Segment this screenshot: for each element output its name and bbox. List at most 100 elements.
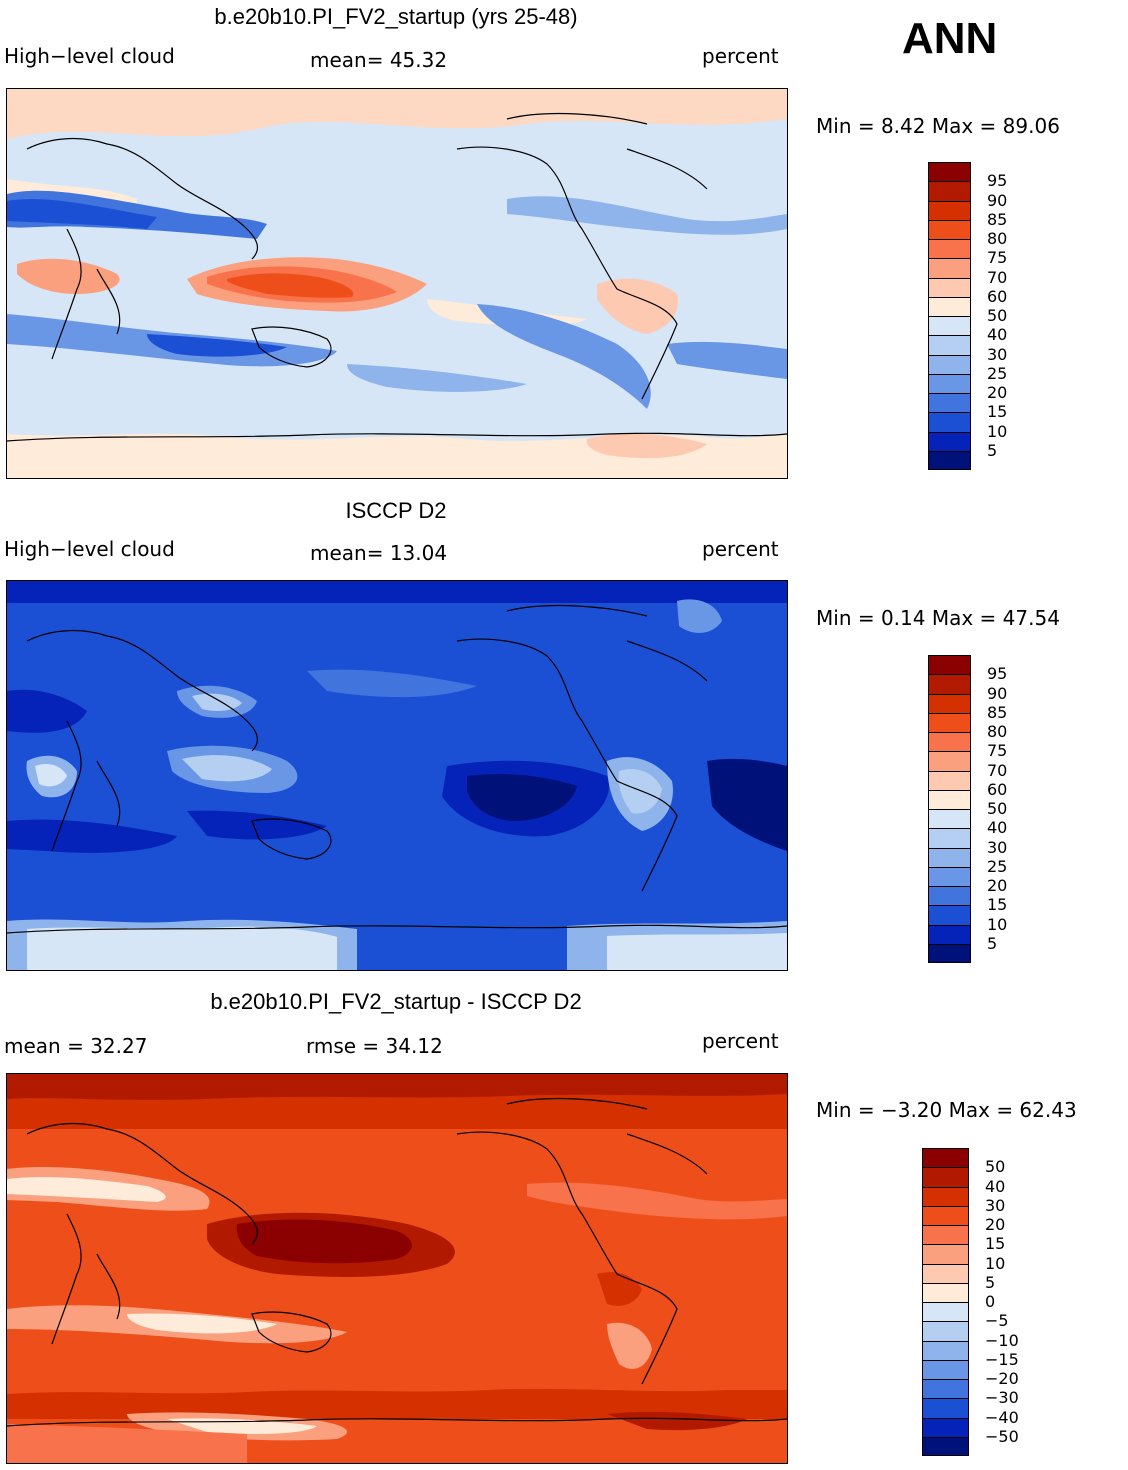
colorbar-swatch: [928, 316, 971, 336]
colorbar-tick-label: 80: [987, 229, 1008, 248]
colorbar-swatch: [922, 1302, 969, 1322]
colorbar-swatch: [928, 693, 971, 713]
panel-title: b.e20b10.PI_FV2_startup (yrs 25-48): [214, 4, 578, 29]
colorbar-swatch: [928, 393, 971, 413]
colorbar-tick-label: 5: [987, 933, 998, 953]
units-label: percent: [702, 44, 779, 68]
colorbar-tick-label: 5: [985, 1272, 996, 1292]
colorbar-swatch: [928, 412, 971, 432]
colorbar-tick-label: 30: [987, 837, 1008, 857]
colorbar-tick-label: 10: [987, 421, 1008, 441]
colorbar-swatch: [928, 219, 971, 239]
colorbar-tick-label: 80: [987, 722, 1008, 741]
colorbar-tick-label: 70: [987, 267, 1008, 287]
colorbar-tick-label: 20: [987, 383, 1008, 402]
colorbar-swatch: [928, 239, 971, 259]
colorbar-tick-label: 50: [987, 306, 1008, 325]
colorbar-tick-label: 15: [987, 402, 1008, 422]
colorbar-swatch: [922, 1263, 969, 1283]
colorbar-swatch: [922, 1148, 969, 1168]
colorbar-swatch: [928, 712, 971, 732]
colorbar-swatch: [928, 431, 971, 451]
colorbar-tick-label: 30: [985, 1195, 1006, 1215]
colorbar-swatch: [928, 809, 971, 829]
colorbar-tick-label: 40: [987, 818, 1008, 838]
colorbar-tick-label: 20: [985, 1215, 1006, 1234]
colorbar-swatch: [928, 335, 971, 355]
variable-label: High−level cloud: [4, 44, 175, 68]
colorbar-tick-label: 90: [987, 683, 1008, 703]
colorbar-swatch: [922, 1340, 969, 1360]
colorbar-tick-label: 20: [987, 876, 1008, 895]
colorbar-swatch: [922, 1436, 969, 1456]
colorbar-tick-label: −10: [985, 1330, 1019, 1350]
colorbar-swatch: [928, 674, 971, 694]
colorbar-tick-label: −40: [985, 1407, 1019, 1427]
map-svg: [7, 581, 787, 970]
colorbar-swatch: [928, 751, 971, 771]
variable-label: High−level cloud: [4, 537, 175, 561]
colorbar-swatch: [928, 181, 971, 201]
colorbar-tick-label: 95: [987, 664, 1008, 684]
colorbar-tick-label: 25: [987, 856, 1008, 876]
colorbar-swatch: [922, 1282, 969, 1302]
colorbar-tick-label: −20: [985, 1369, 1019, 1388]
colorbar-tick-label: 85: [987, 702, 1008, 722]
colorbar-tick-label: 40: [987, 325, 1008, 345]
colorbar-swatch: [928, 450, 971, 470]
colorbar-swatch: [928, 258, 971, 278]
colorbar-tick-label: 5: [987, 440, 998, 460]
colorbar-tick-label: 25: [987, 363, 1008, 383]
panel-title: b.e20b10.PI_FV2_startup - ISCCP D2: [210, 989, 582, 1014]
mean-label: mean = 32.27: [4, 1034, 148, 1058]
colorbar-tick-label: 30: [987, 344, 1008, 364]
colorbar-swatch: [928, 905, 971, 925]
colorbar-swatch: [928, 828, 971, 848]
colorbar-swatch: [928, 277, 971, 297]
colorbar-swatch: [928, 770, 971, 790]
colorbar-swatch: [928, 886, 971, 906]
colorbar-swatch: [928, 943, 971, 963]
colorbar-tick-label: 85: [987, 209, 1008, 229]
colorbar-tick-label: 10: [985, 1253, 1006, 1273]
colorbar-swatch: [928, 924, 971, 944]
colorbar-tick-label: 70: [987, 760, 1008, 780]
colorbar-swatch: [928, 789, 971, 809]
colorbar-tick-label: 90: [987, 190, 1008, 210]
colorbar-tick-label: 75: [987, 248, 1008, 268]
colorbar-swatch: [928, 373, 971, 393]
colorbar-tick-label: −15: [985, 1349, 1019, 1369]
colorbar-swatch: [922, 1205, 969, 1225]
colorbar-swatch: [922, 1225, 969, 1245]
colorbar-swatch: [928, 655, 971, 675]
mean-label: mean= 45.32: [310, 48, 448, 72]
min-max-label: Min = 0.14 Max = 47.54: [816, 606, 1060, 630]
colorbar-tick-label: 50: [987, 799, 1008, 818]
colorbar-swatch: [922, 1186, 969, 1206]
colorbar-tick-label: 95: [987, 171, 1008, 191]
colorbar-swatch: [922, 1417, 969, 1437]
rmse-label: rmse = 34.12: [306, 1034, 443, 1058]
colorbar-tick-label: −5: [985, 1311, 1009, 1331]
colorbar-swatch: [928, 847, 971, 867]
panel-title: ISCCP D2: [345, 498, 447, 523]
contour-map: [6, 88, 788, 479]
map-svg: [7, 1074, 787, 1463]
colorbar-swatch: [928, 200, 971, 220]
units-label: percent: [702, 1029, 779, 1053]
units-label: percent: [702, 537, 779, 561]
colorbar-tick-label: −50: [985, 1426, 1019, 1446]
min-max-label: Min = −3.20 Max = 62.43: [816, 1098, 1077, 1122]
contour-map: [6, 1073, 788, 1464]
contour-map: [6, 580, 788, 971]
colorbar-swatch: [928, 866, 971, 886]
season-label: ANN: [902, 14, 998, 63]
colorbar-tick-label: 75: [987, 741, 1008, 761]
colorbar-swatch: [922, 1321, 969, 1341]
colorbar-tick-label: 15: [985, 1234, 1006, 1254]
colorbar-tick-label: 60: [987, 286, 1008, 306]
map-svg: [7, 89, 787, 478]
colorbar-swatch: [922, 1379, 969, 1399]
colorbar-tick-label: 50: [985, 1157, 1006, 1177]
colorbar-tick-label: 0: [985, 1292, 996, 1311]
